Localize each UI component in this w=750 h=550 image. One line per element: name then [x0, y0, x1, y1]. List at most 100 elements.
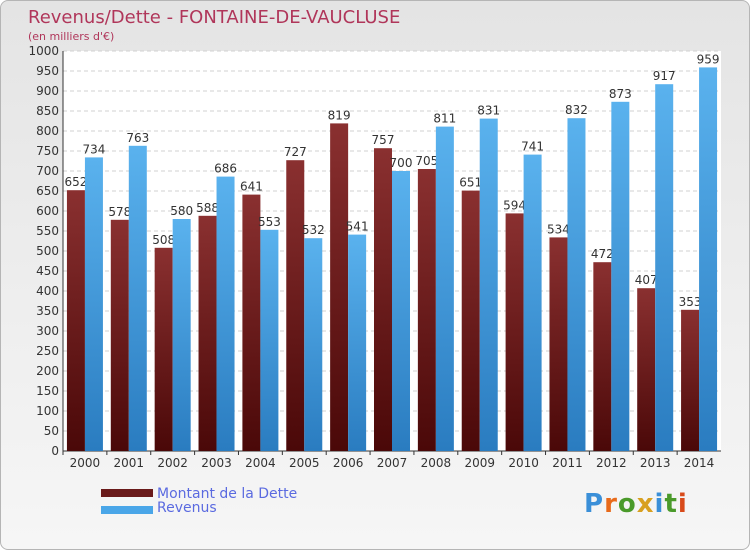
x-tick-label: 2003 — [201, 456, 232, 470]
bar-dette — [681, 309, 700, 451]
legend-swatch-dette — [101, 489, 153, 497]
chart-title: Revenus/Dette - FONTAINE-DE-VAUCLUSE — [28, 7, 401, 28]
x-tick-label: 2007 — [377, 456, 408, 470]
data-label: 700 — [390, 156, 413, 170]
bar-dette — [505, 213, 524, 451]
legend-swatch-revenus — [101, 506, 153, 514]
bar-revenus — [567, 118, 586, 451]
data-label: 407 — [635, 273, 658, 287]
y-tick-label: 1000 — [28, 44, 59, 58]
x-tick-label: 2001 — [114, 456, 145, 470]
y-tick-label: 650 — [36, 184, 59, 198]
x-tick-label: 2012 — [596, 456, 627, 470]
y-tick-label: 600 — [36, 204, 59, 218]
data-label: 811 — [433, 112, 456, 126]
x-tick-label: 2004 — [245, 456, 276, 470]
data-label: 819 — [328, 108, 351, 122]
logo-letter: x — [636, 489, 655, 519]
bar-dette — [286, 160, 305, 451]
y-tick-label: 200 — [36, 364, 59, 378]
x-tick-label: 2009 — [464, 456, 495, 470]
bar-dette — [637, 288, 656, 451]
data-label: 532 — [302, 223, 325, 237]
bar-revenus — [435, 126, 454, 451]
data-label: 652 — [64, 175, 87, 189]
data-label: 917 — [653, 69, 676, 83]
y-tick-label: 950 — [36, 64, 59, 78]
logo-letter: i — [677, 489, 688, 519]
y-tick-label: 250 — [36, 344, 59, 358]
data-label: 553 — [258, 215, 281, 229]
y-tick-label: 50 — [44, 424, 59, 438]
data-label: 727 — [284, 145, 307, 159]
data-label: 580 — [170, 204, 193, 218]
bar-dette — [66, 190, 85, 451]
data-label: 578 — [108, 205, 131, 219]
proxiti-logo: Proxiti — [584, 489, 688, 519]
bar-dette — [110, 219, 129, 451]
x-tick-label: 2013 — [640, 456, 671, 470]
x-tick-label: 2008 — [421, 456, 452, 470]
data-label: 705 — [415, 154, 438, 168]
bar-revenus — [216, 176, 235, 451]
bar-revenus — [611, 101, 630, 452]
logo-letter: i — [654, 489, 665, 519]
data-label: 541 — [346, 220, 369, 234]
x-tick-label: 2002 — [157, 456, 188, 470]
bar-dette — [417, 169, 436, 451]
data-label: 757 — [372, 133, 395, 147]
data-label: 353 — [679, 295, 702, 309]
y-tick-label: 400 — [36, 284, 59, 298]
data-label: 734 — [82, 142, 105, 156]
data-label: 831 — [477, 104, 500, 118]
data-label: 594 — [503, 198, 526, 212]
bar-dette — [374, 148, 392, 451]
bar-revenus — [304, 238, 323, 451]
y-tick-label: 0 — [51, 444, 59, 458]
y-tick-label: 100 — [36, 404, 59, 418]
x-tick-label: 2010 — [508, 456, 539, 470]
bar-dette — [593, 262, 612, 451]
logo-letter: o — [617, 489, 637, 519]
bar-dette — [242, 194, 261, 451]
data-label: 959 — [697, 52, 720, 66]
y-tick-label: 900 — [36, 84, 59, 98]
bar-revenus — [84, 157, 103, 451]
data-label: 508 — [152, 233, 175, 247]
y-tick-label: 550 — [36, 224, 59, 238]
y-tick-label: 800 — [36, 124, 59, 138]
data-label: 741 — [521, 140, 544, 154]
logo-letter: t — [664, 489, 678, 519]
y-tick-label: 450 — [36, 264, 59, 278]
data-label: 873 — [609, 87, 632, 101]
data-label: 686 — [214, 162, 237, 176]
x-tick-label: 2006 — [333, 456, 364, 470]
data-label: 832 — [565, 103, 588, 117]
bar-revenus — [655, 84, 674, 451]
logo-letter: r — [604, 489, 618, 519]
x-tick-label: 2000 — [70, 456, 101, 470]
bar-revenus — [392, 171, 410, 451]
x-tick-label: 2005 — [289, 456, 320, 470]
y-tick-label: 500 — [36, 244, 59, 258]
bar-revenus — [479, 118, 498, 451]
data-label: 763 — [126, 131, 149, 145]
bar-dette — [198, 215, 217, 451]
bar-dette — [154, 247, 173, 451]
x-tick-label: 2014 — [684, 456, 715, 470]
y-tick-label: 300 — [36, 324, 59, 338]
bar-dette — [549, 237, 568, 451]
y-tick-label: 150 — [36, 384, 59, 398]
bar-revenus — [348, 234, 367, 451]
bar-revenus — [260, 229, 279, 451]
y-tick-label: 700 — [36, 164, 59, 178]
bar-revenus — [523, 154, 542, 451]
y-tick-label: 850 — [36, 104, 59, 118]
legend-label-dette: Montant de la Dette — [157, 486, 298, 502]
bar-revenus — [699, 67, 718, 452]
chart-subtitle: (en milliers d'€) — [28, 30, 115, 43]
data-label: 588 — [196, 201, 219, 215]
legend-label-revenus: Revenus — [157, 500, 217, 516]
